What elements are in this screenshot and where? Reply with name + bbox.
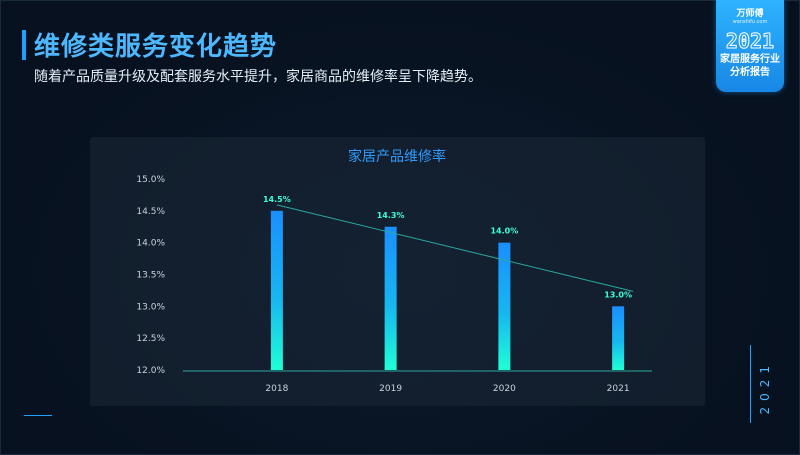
data-label-2018: 14.5% bbox=[263, 195, 291, 204]
badge-year: 2021 bbox=[725, 29, 775, 54]
data-label-2019: 14.3% bbox=[377, 211, 405, 220]
bar-2018 bbox=[270, 210, 283, 370]
bar-chart: 家居产品维修率 15.0% 14.5% 14.0% 13.5% 13.0% 12.5% 12… bbox=[136, 148, 652, 394]
side-accent-line bbox=[750, 345, 751, 423]
side-year-text: 2021 bbox=[758, 360, 772, 415]
trend-line bbox=[276, 204, 634, 292]
y-tick-label: 13.5% bbox=[136, 271, 165, 281]
data-label-2020: 14.0% bbox=[490, 227, 518, 236]
x-tick-label: 2020 bbox=[493, 384, 516, 394]
x-tick-label: 2018 bbox=[265, 384, 288, 394]
title-accent-bar bbox=[22, 30, 26, 60]
chart-title: 家居产品维修率 bbox=[348, 148, 446, 165]
y-tick-label: 12.0% bbox=[136, 366, 165, 376]
y-tick-label: 13.0% bbox=[136, 302, 165, 312]
badge-line-1: 家居服务行业 bbox=[720, 54, 780, 65]
x-tick-label: 2021 bbox=[607, 384, 630, 394]
badge-brand: 万师傅 bbox=[736, 9, 764, 19]
chart-panel bbox=[90, 137, 705, 406]
bar-2021 bbox=[612, 306, 625, 370]
page-title: 维修类服务变化趋势 bbox=[34, 32, 278, 62]
badge-brand-url: wanshifu.com bbox=[732, 19, 768, 25]
bottom-accent-line bbox=[24, 415, 52, 416]
y-tick-label: 15.0% bbox=[136, 175, 165, 185]
x-tick-label: 2019 bbox=[379, 384, 402, 394]
y-tick-label: 12.5% bbox=[136, 334, 165, 344]
badge-line-2: 分析报告 bbox=[730, 67, 770, 78]
report-badge-logo: 万师傅 wanshifu.com 2021 家居服务行业 分析报告 bbox=[716, 0, 784, 92]
bar-2020 bbox=[498, 242, 511, 370]
y-tick-label: 14.0% bbox=[136, 239, 165, 249]
page-subtitle: 随着产品质量升级及配套服务水平提升，家居商品的维修率呈下降趋势。 bbox=[34, 69, 482, 85]
data-label-2021: 13.0% bbox=[604, 290, 632, 299]
bar-2019 bbox=[384, 226, 397, 370]
y-tick-label: 14.5% bbox=[136, 207, 165, 217]
